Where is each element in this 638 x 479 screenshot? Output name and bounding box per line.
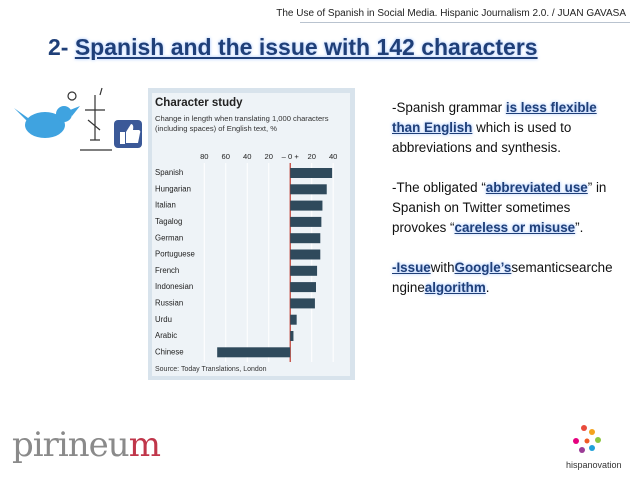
slide-title: 2- Spanish and the issue with 142 charac…: [48, 34, 538, 61]
chart-subtitle: (including spaces) of English text, %: [155, 124, 277, 133]
bar: [290, 200, 323, 211]
text: ”.: [575, 220, 584, 235]
x-tick-label: 80: [200, 152, 208, 161]
header-rule: [300, 22, 630, 23]
chart-source: Source: Today Translations, London: [155, 366, 267, 373]
highlight: -Issue: [392, 260, 431, 275]
logo-text: pirineu: [12, 425, 130, 465]
category-label: Spanish: [155, 168, 183, 177]
x-tick-label: 40: [243, 152, 251, 161]
header: The Use of Spanish in Social Media. Hisp…: [276, 8, 626, 19]
bar: [290, 216, 322, 227]
text: ” in Spanish on Twitter sometimes provok…: [392, 180, 607, 235]
category-label: Arabic: [155, 331, 177, 340]
pirineum-logo: pirineum: [12, 425, 161, 465]
twitter-icon: [14, 106, 80, 138]
text: semanticsearchengine: [392, 260, 613, 295]
bar: [217, 347, 291, 358]
text: which is used to abbreviations and synth…: [392, 120, 572, 155]
category-label: Italian: [155, 201, 176, 210]
paragraph: -IssuewithGoogle’ssemanticsearchengineal…: [392, 258, 614, 298]
text-box: -Spanish grammar is less flexible than E…: [392, 98, 614, 318]
chart-subtitle: Change in length when translating 1,000 …: [155, 114, 329, 123]
highlight: is less flexible than English: [392, 100, 597, 135]
bar: [290, 331, 294, 341]
category-label: Urdu: [155, 315, 172, 324]
category-label: Russian: [155, 298, 183, 307]
x-tick-label: 40: [329, 152, 337, 161]
highlight: algorithm: [424, 280, 486, 295]
category-label: French: [155, 266, 179, 275]
highlight: Google’s: [454, 260, 512, 275]
quixote-drawing: [67, 87, 112, 151]
category-label: Portuguese: [155, 250, 195, 259]
x-tick-label: 20: [265, 152, 273, 161]
facebook-like-icon: [114, 120, 142, 148]
text: .: [485, 280, 490, 295]
x-tick-label: 20: [307, 152, 315, 161]
bar: [290, 184, 327, 195]
bar: [290, 265, 318, 276]
bar: [290, 282, 316, 293]
chart: Character study Change in length when tra…: [155, 97, 337, 373]
bar: [290, 233, 321, 244]
text: -The obligated “: [392, 180, 486, 195]
category-label: Tagalog: [155, 217, 182, 226]
paragraph: -Spanish grammar is less flexible than E…: [392, 98, 614, 158]
paragraph: -The obligated “abbreviated use” in Span…: [392, 178, 614, 238]
text: with: [430, 260, 455, 275]
bar: [290, 168, 333, 178]
text: -Spanish grammar: [392, 100, 506, 115]
bar: [290, 249, 321, 260]
category-label: Indonesian: [155, 282, 193, 291]
category-label: Chinese: [155, 347, 184, 356]
category-label: German: [155, 233, 183, 242]
logo-text: m: [128, 425, 161, 465]
hispanovation-logo: hispanovation: [566, 460, 622, 470]
chart-title: Character study: [155, 97, 243, 109]
title-number: 2-: [48, 34, 69, 60]
title-text: Spanish and the issue with 142 character…: [74, 34, 538, 60]
x-tick-label: – 0 +: [282, 152, 300, 161]
hispanovation-mark: [573, 425, 601, 453]
bar: [290, 298, 315, 309]
highlight: careless or misuse: [454, 220, 576, 235]
highlight: abbreviated use: [485, 180, 588, 195]
x-tick-label: 60: [222, 152, 230, 161]
category-label: Hungarian: [155, 184, 191, 193]
bar: [290, 314, 297, 325]
